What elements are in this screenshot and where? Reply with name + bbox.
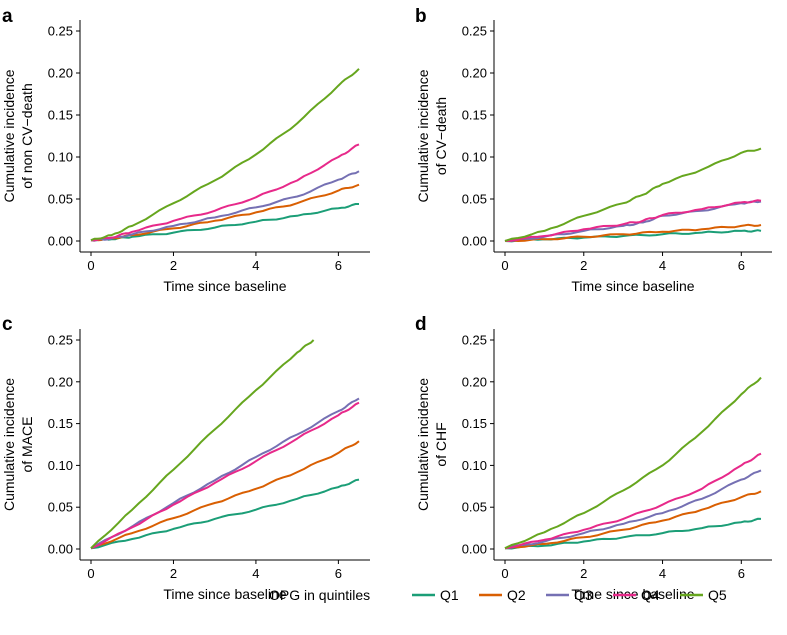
x-tick-label: 6 <box>335 258 342 273</box>
series-line-q2 <box>90 183 360 242</box>
y-tick-label: 0.10 <box>48 150 73 165</box>
y-axis-title-line: of non CV−death <box>19 83 35 188</box>
series-line-q5 <box>504 376 762 550</box>
x-tick-label: 2 <box>170 566 177 581</box>
y-tick-label: 0.20 <box>462 66 487 81</box>
series-line-q2 <box>504 223 762 242</box>
x-tick-label: 0 <box>501 258 508 273</box>
y-axis-title-line: Cumulative incidence <box>1 69 17 202</box>
y-tick-label: 0.00 <box>462 542 487 557</box>
panel-a: a 0.00 0.05 0.10 0.15 0.20 0.25 0 2 4 6 Time since … <box>1 6 370 294</box>
x-tick-label: 2 <box>170 258 177 273</box>
y-tick-label: 0.00 <box>48 234 73 249</box>
x-axis-title: Time since baseline <box>571 278 694 294</box>
x-tick-label: 6 <box>335 566 342 581</box>
series-line-q4 <box>504 199 762 242</box>
y-tick-label: 0.20 <box>48 374 73 389</box>
x-tick-label: 0 <box>501 566 508 581</box>
y-axis-title-line: of MACE <box>19 416 35 472</box>
y-axis-title-line: Cumulative incidence <box>415 69 431 202</box>
panel-c: c 0.00 0.05 0.10 0.15 0.20 0.25 0 2 4 6 Time since … <box>1 314 370 602</box>
y-tick-label: 0.10 <box>462 458 487 473</box>
series-line-q5 <box>90 339 315 549</box>
x-tick-label: 0 <box>87 258 94 273</box>
panel-letter: b <box>415 6 427 27</box>
y-tick-label: 0.05 <box>462 192 487 207</box>
y-tick-label: 0.25 <box>462 333 487 348</box>
x-tick-label: 0 <box>87 566 94 581</box>
x-tick-label: 4 <box>659 566 666 581</box>
y-tick-label: 0.15 <box>48 416 73 431</box>
legend-label-q5: Q5 <box>708 587 727 603</box>
y-tick-label: 0.15 <box>462 416 487 431</box>
legend-label-q3: Q3 <box>574 587 593 603</box>
legend-title: OPG in quintiles <box>269 587 370 603</box>
x-tick-label: 4 <box>252 258 259 273</box>
legend-label-q1: Q1 <box>440 587 459 603</box>
panel-letter: c <box>2 314 13 335</box>
x-tick-label: 6 <box>738 258 745 273</box>
series-line-q2 <box>504 490 762 550</box>
y-tick-label: 0.00 <box>48 542 73 557</box>
legend-label-q2: Q2 <box>507 587 526 603</box>
panel-letter: a <box>2 6 13 27</box>
y-tick-label: 0.10 <box>462 150 487 165</box>
panel-b: b 0.00 0.05 0.10 0.15 0.20 0.25 0 2 4 6 Time since … <box>415 6 772 294</box>
y-axis-title-line: of CV−death <box>433 97 449 175</box>
legend: OPG in quintiles Q1 Q2 Q3 Q4 Q5 <box>269 587 727 603</box>
panel-letter: d <box>415 314 427 335</box>
series-line-q4 <box>90 143 360 242</box>
y-tick-label: 0.00 <box>462 234 487 249</box>
x-tick-label: 6 <box>738 566 745 581</box>
y-tick-label: 0.25 <box>48 24 73 39</box>
series-line-q4 <box>504 452 762 550</box>
y-tick-label: 0.05 <box>462 500 487 515</box>
y-tick-label: 0.20 <box>462 374 487 389</box>
y-tick-label: 0.15 <box>462 108 487 123</box>
x-axis-title: Time since baseline <box>163 278 286 294</box>
y-axis-title-line: Cumulative incidence <box>1 378 17 511</box>
x-tick-label: 4 <box>659 258 666 273</box>
y-tick-label: 0.10 <box>48 458 73 473</box>
x-axis-title: Time since baseline <box>163 586 286 602</box>
series-line-q5 <box>504 147 762 242</box>
y-tick-label: 0.20 <box>48 66 73 81</box>
y-tick-label: 0.05 <box>48 500 73 515</box>
x-tick-label: 2 <box>580 566 587 581</box>
y-tick-label: 0.25 <box>462 24 487 39</box>
y-tick-label: 0.05 <box>48 192 73 207</box>
x-tick-label: 2 <box>580 258 587 273</box>
series-line-q1 <box>504 517 762 550</box>
series-line-q4 <box>90 401 360 550</box>
series-line-q5 <box>90 68 360 242</box>
legend-label-q4: Q4 <box>641 587 660 603</box>
x-tick-label: 4 <box>252 566 259 581</box>
y-axis-title-line: Cumulative incidence <box>415 378 431 511</box>
y-tick-label: 0.15 <box>48 108 73 123</box>
series-line-q3 <box>90 397 360 550</box>
y-axis-title-line: of CHF <box>433 422 449 466</box>
series-line-q1 <box>90 478 360 550</box>
series-line-q2 <box>90 440 360 550</box>
y-tick-label: 0.25 <box>48 333 73 348</box>
